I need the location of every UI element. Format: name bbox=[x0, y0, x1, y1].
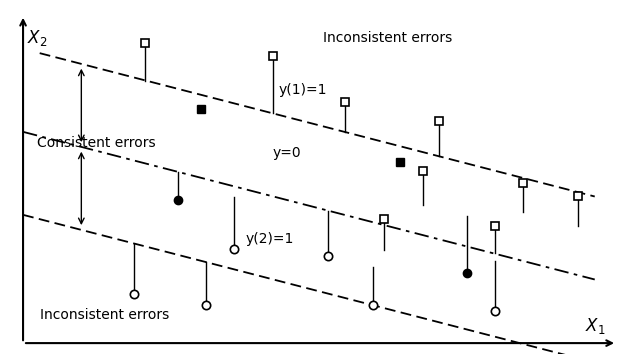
Text: Inconsistent errors: Inconsistent errors bbox=[323, 30, 452, 44]
Text: $X_2$: $X_2$ bbox=[27, 28, 47, 48]
Text: y(1)=1: y(1)=1 bbox=[278, 83, 327, 97]
Text: Consistent errors: Consistent errors bbox=[37, 136, 156, 150]
Text: y=0: y=0 bbox=[273, 146, 301, 160]
Text: Inconsistent errors: Inconsistent errors bbox=[40, 308, 169, 322]
Text: y(2)=1: y(2)=1 bbox=[245, 232, 294, 246]
Text: $X_1$: $X_1$ bbox=[584, 316, 605, 336]
